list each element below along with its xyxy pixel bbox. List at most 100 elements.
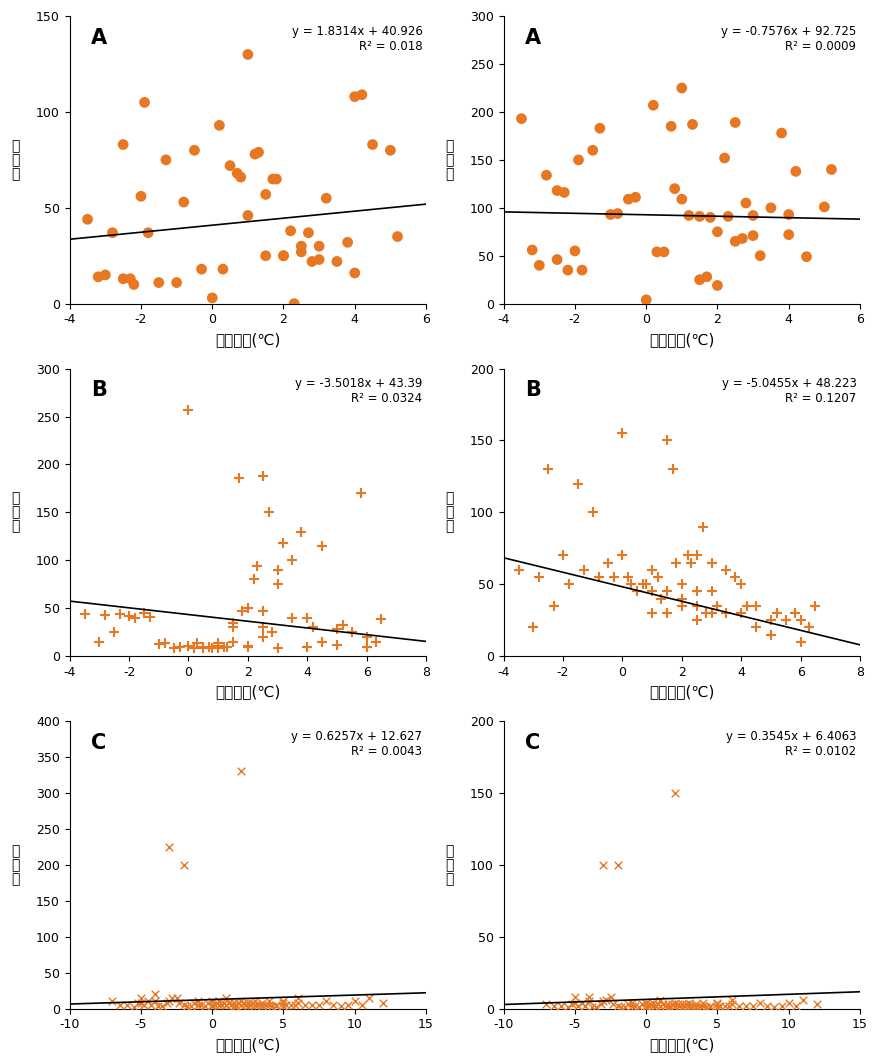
- Point: [169, 990, 184, 1007]
- Point: [709, 994, 723, 1011]
- Point: [524, 241, 538, 258]
- Point: [277, 535, 291, 552]
- Point: [194, 260, 208, 277]
- Point: [698, 998, 712, 1015]
- Point: [603, 206, 617, 223]
- Point: [553, 997, 567, 1014]
- Point: [165, 990, 179, 1007]
- Point: [152, 636, 166, 653]
- Point: [667, 784, 681, 802]
- Point: [556, 547, 570, 564]
- Point: [532, 257, 546, 274]
- Point: [212, 996, 227, 1013]
- Point: [335, 615, 349, 632]
- Point: [234, 996, 248, 1013]
- Text: B: B: [91, 381, 107, 400]
- Point: [585, 504, 599, 521]
- Point: [595, 857, 609, 874]
- Point: [628, 189, 642, 206]
- Point: [787, 605, 801, 622]
- Point: [300, 638, 314, 655]
- Point: [645, 997, 659, 1014]
- Point: [606, 569, 620, 586]
- Point: [172, 994, 186, 1011]
- Point: [236, 994, 250, 1011]
- Point: [312, 251, 326, 268]
- Point: [191, 993, 205, 1010]
- Point: [630, 583, 644, 600]
- Point: [202, 638, 216, 655]
- Point: [610, 997, 624, 1014]
- Point: [250, 996, 264, 1013]
- Text: C: C: [524, 732, 540, 753]
- Point: [390, 229, 404, 246]
- Point: [656, 243, 670, 260]
- Point: [702, 997, 716, 1014]
- Point: [667, 997, 681, 1014]
- Point: [277, 248, 291, 265]
- Point: [684, 997, 698, 1014]
- Point: [220, 990, 234, 1007]
- Point: [226, 634, 240, 651]
- Point: [287, 996, 301, 1013]
- Point: [151, 998, 165, 1015]
- Point: [606, 996, 620, 1013]
- Point: [694, 519, 709, 536]
- Point: [162, 993, 176, 1010]
- Point: [634, 996, 648, 1013]
- Point: [241, 600, 255, 617]
- Point: [344, 624, 358, 641]
- Point: [793, 611, 807, 628]
- Point: [133, 990, 148, 1007]
- Point: [198, 998, 212, 1015]
- Point: [232, 470, 246, 487]
- Point: [645, 97, 659, 114]
- Point: [638, 291, 652, 308]
- Point: [659, 998, 673, 1015]
- Point: [91, 268, 105, 285]
- Point: [137, 996, 151, 1013]
- Point: [689, 583, 703, 600]
- Point: [745, 207, 759, 224]
- Point: [727, 233, 741, 250]
- Point: [541, 460, 555, 477]
- Point: [269, 996, 283, 1013]
- Point: [591, 569, 605, 586]
- Point: [234, 603, 248, 620]
- Point: [187, 141, 201, 158]
- Point: [621, 569, 635, 586]
- Point: [92, 634, 106, 651]
- Point: [752, 994, 766, 1011]
- Point: [211, 637, 225, 654]
- Point: [652, 997, 666, 1014]
- Point: [657, 997, 671, 1014]
- Point: [205, 640, 219, 657]
- Point: [226, 619, 240, 636]
- Point: [802, 619, 816, 636]
- Point: [778, 611, 792, 628]
- Point: [152, 274, 166, 291]
- Point: [227, 998, 241, 1015]
- Point: [781, 994, 795, 1011]
- Point: [116, 270, 130, 287]
- Point: [148, 993, 162, 1010]
- Point: [300, 609, 314, 626]
- Point: [623, 576, 637, 593]
- Point: [181, 637, 195, 654]
- Point: [262, 996, 276, 1013]
- Point: [262, 504, 276, 521]
- Point: [248, 996, 262, 1013]
- Point: [774, 124, 788, 141]
- Point: [667, 994, 681, 1011]
- Point: [143, 608, 157, 625]
- Point: [698, 605, 712, 622]
- Point: [739, 597, 753, 614]
- Point: [638, 576, 652, 593]
- Point: [560, 998, 574, 1015]
- Point: [693, 997, 707, 1014]
- Point: [703, 554, 717, 571]
- Point: [230, 165, 244, 182]
- Point: [217, 638, 231, 655]
- Point: [269, 998, 283, 1015]
- Point: [721, 997, 735, 1014]
